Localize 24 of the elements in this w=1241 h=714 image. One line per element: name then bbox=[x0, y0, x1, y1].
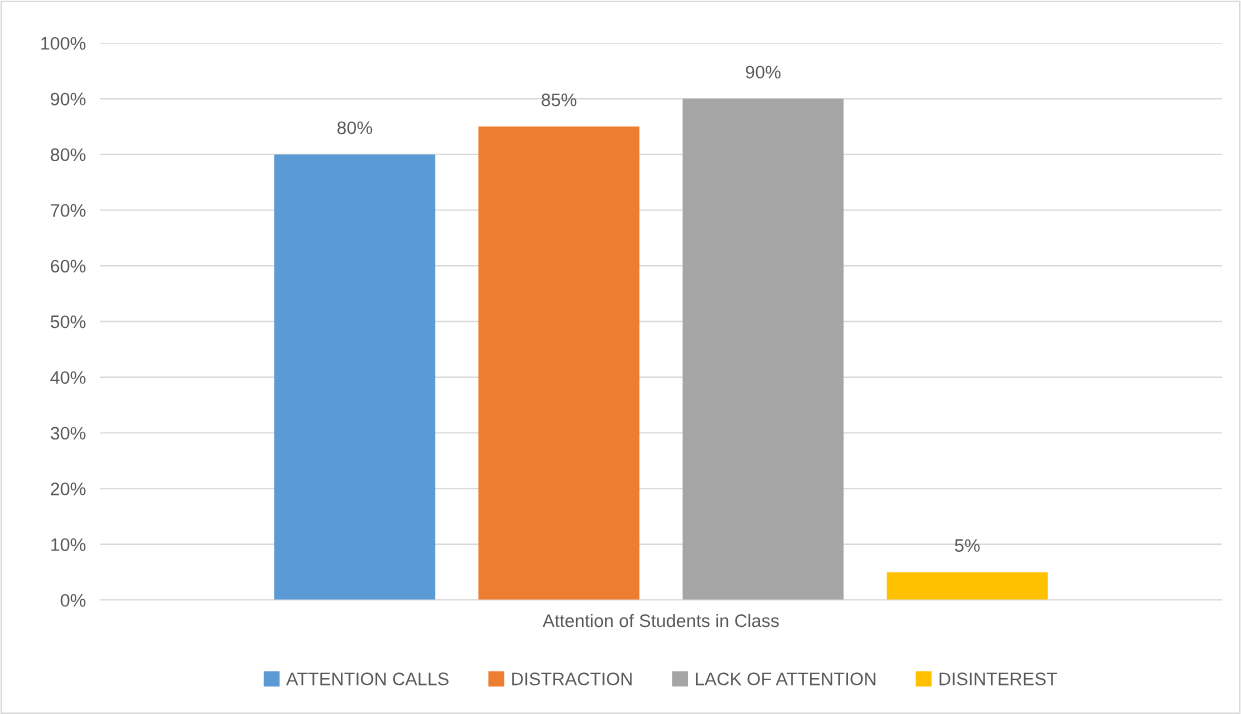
legend-label: DISTRACTION bbox=[512, 672, 632, 686]
y-tick-label: 10% bbox=[51, 538, 86, 552]
data-label: 85% bbox=[541, 93, 577, 107]
y-tick-label: 90% bbox=[50, 92, 86, 106]
bar bbox=[682, 98, 844, 600]
data-label: 5% bbox=[954, 539, 980, 552]
y-tick-label: 80% bbox=[50, 148, 86, 162]
y-tick-label: 20% bbox=[50, 482, 86, 496]
y-tick-label: 30% bbox=[50, 426, 86, 440]
y-tick-label: 0% bbox=[60, 593, 86, 607]
legend-label: ATTENTION CALLS bbox=[286, 672, 449, 686]
bar bbox=[274, 154, 436, 600]
bar bbox=[478, 126, 640, 600]
legend-label: DISINTEREST bbox=[939, 672, 1058, 686]
y-tick-label: 60% bbox=[50, 259, 86, 273]
data-label: 90% bbox=[745, 65, 781, 79]
y-tick-label: 40% bbox=[50, 371, 86, 384]
x-tick-label: Attention of Students in Class bbox=[542, 613, 779, 628]
bar bbox=[886, 572, 1048, 600]
legend-label: LACK OF ATTENTION bbox=[695, 672, 876, 686]
y-tick-label: 50% bbox=[50, 315, 86, 329]
y-tick-label: 100% bbox=[41, 36, 86, 50]
data-label: 80% bbox=[337, 121, 373, 135]
y-tick-label: 70% bbox=[50, 204, 86, 217]
